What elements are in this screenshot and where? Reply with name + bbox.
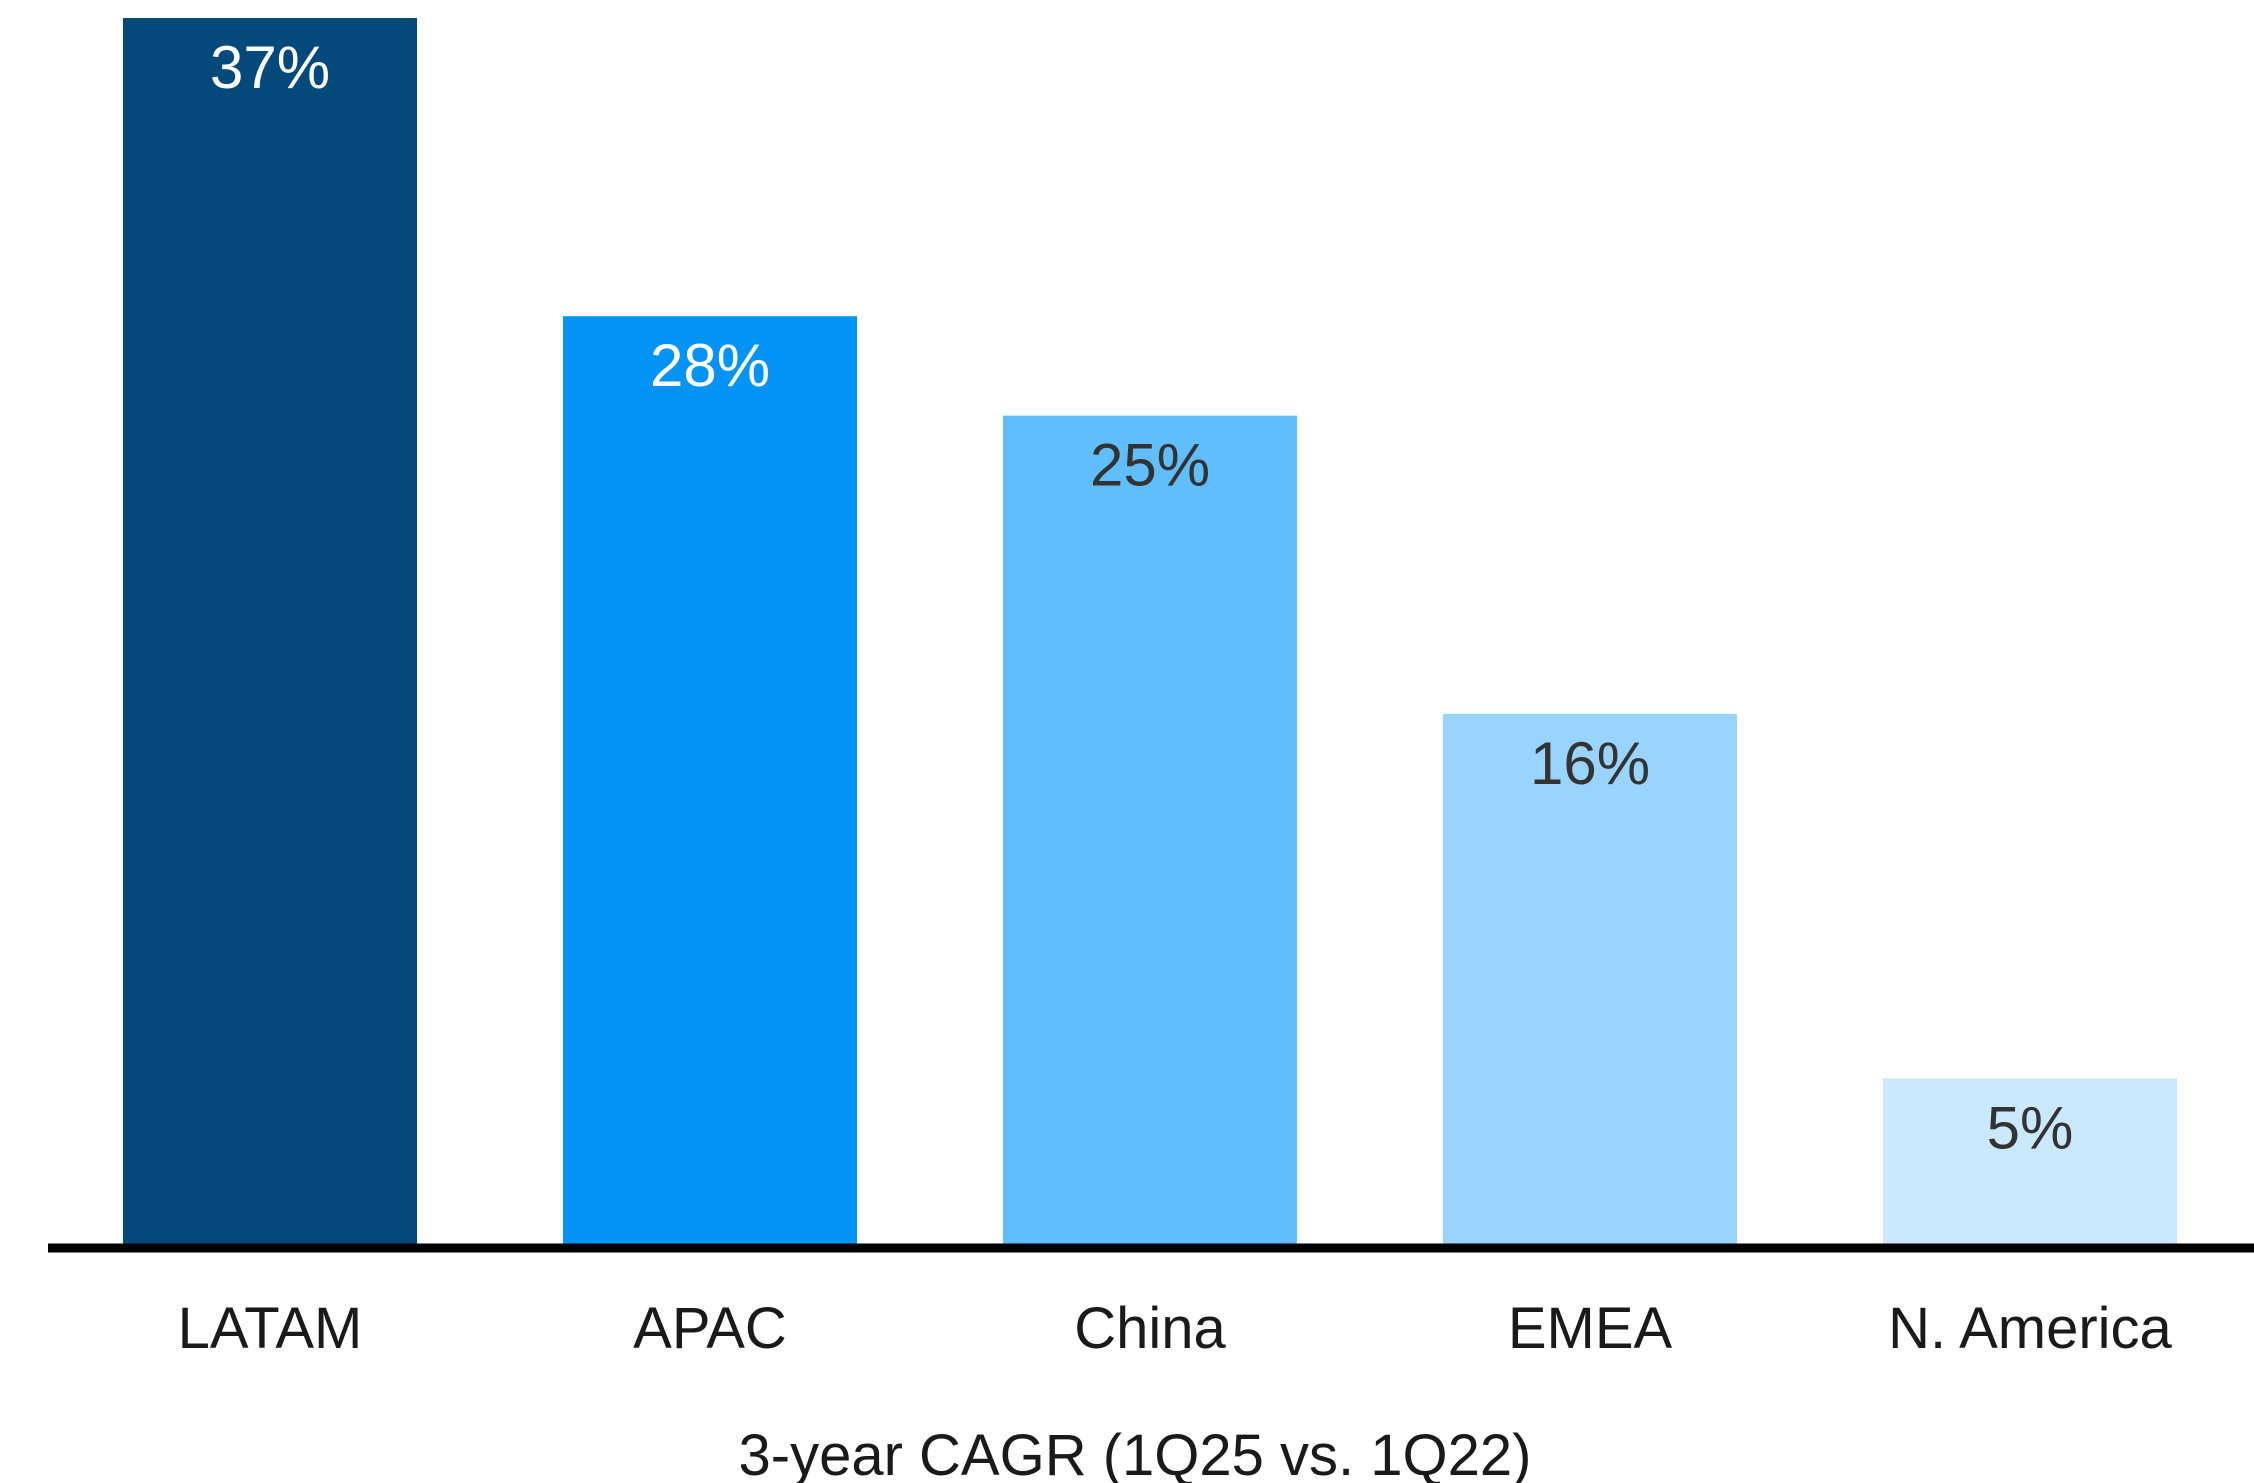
- bar-value-label: 28%: [650, 332, 770, 399]
- category-tick-label: LATAM: [178, 1296, 363, 1361]
- bar-value-label: 25%: [1090, 432, 1210, 499]
- x-axis-title: 3-year CAGR (1Q25 vs. 1Q22): [739, 1423, 1532, 1483]
- bar-china: [1003, 415, 1297, 1247]
- category-tick-label: EMEA: [1508, 1296, 1673, 1361]
- value-labels-layer: 37% 28% 25% 16% 5%: [210, 34, 2073, 1161]
- bar-value-label: 16%: [1530, 730, 1650, 797]
- category-tick-label: N. America: [1888, 1296, 2172, 1361]
- category-tick-label: APAC: [633, 1296, 787, 1361]
- category-labels-layer: LATAM APAC China EMEA N. America: [178, 1296, 2173, 1361]
- bars-layer: [123, 18, 2177, 1247]
- category-tick-label: China: [1074, 1296, 1226, 1361]
- bar-apac: [563, 316, 857, 1247]
- bar-value-label: 37%: [210, 34, 330, 101]
- bar-value-label: 5%: [1987, 1094, 2074, 1161]
- bar-n-america: [1883, 1078, 2177, 1246]
- bar-latam: [123, 18, 417, 1246]
- bar-emea: [1443, 713, 1737, 1246]
